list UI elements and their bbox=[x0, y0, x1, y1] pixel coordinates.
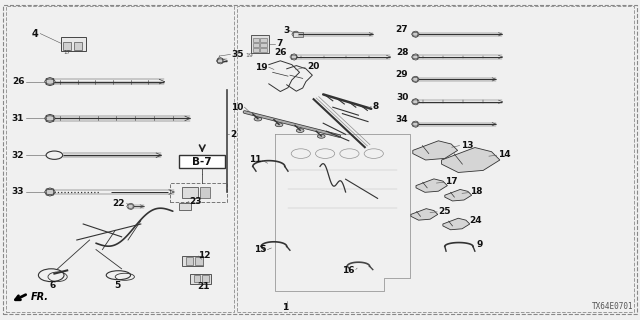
Polygon shape bbox=[46, 77, 54, 86]
Text: 14: 14 bbox=[498, 150, 511, 159]
Bar bbox=[251, 35, 269, 53]
Polygon shape bbox=[413, 54, 418, 60]
Bar bbox=[195, 257, 203, 265]
Polygon shape bbox=[416, 179, 447, 192]
Polygon shape bbox=[413, 141, 458, 160]
Text: 26: 26 bbox=[274, 48, 287, 57]
Text: 7: 7 bbox=[276, 39, 283, 48]
Polygon shape bbox=[128, 203, 133, 210]
Text: 22: 22 bbox=[112, 199, 125, 208]
Bar bbox=[170, 183, 227, 202]
Text: 8: 8 bbox=[372, 102, 379, 111]
Bar bbox=[182, 187, 198, 198]
Text: 35: 35 bbox=[232, 50, 244, 59]
Text: 32: 32 bbox=[12, 151, 24, 160]
Text: 6: 6 bbox=[49, 281, 56, 290]
Text: 27: 27 bbox=[396, 25, 408, 34]
Text: 23: 23 bbox=[189, 197, 202, 206]
Bar bbox=[260, 48, 267, 52]
Polygon shape bbox=[413, 76, 418, 83]
Polygon shape bbox=[445, 189, 472, 201]
Text: 25: 25 bbox=[438, 207, 451, 216]
Polygon shape bbox=[413, 99, 418, 105]
Text: 15: 15 bbox=[253, 245, 266, 254]
Text: B-7: B-7 bbox=[193, 156, 212, 167]
Text: 33: 33 bbox=[12, 188, 24, 196]
Text: 12: 12 bbox=[198, 252, 211, 260]
Text: 11: 11 bbox=[248, 156, 261, 164]
Bar bbox=[179, 203, 191, 210]
Text: 28: 28 bbox=[396, 48, 408, 57]
Bar bbox=[260, 43, 267, 47]
Circle shape bbox=[317, 134, 325, 138]
Text: 30: 30 bbox=[396, 93, 408, 102]
Text: 3: 3 bbox=[283, 26, 289, 35]
Text: 31: 31 bbox=[12, 114, 24, 123]
Bar bbox=[179, 155, 225, 168]
Text: 16: 16 bbox=[342, 266, 355, 275]
Polygon shape bbox=[46, 188, 54, 196]
Polygon shape bbox=[293, 31, 298, 37]
Text: 20: 20 bbox=[307, 62, 319, 71]
Text: 17: 17 bbox=[64, 51, 70, 55]
Bar bbox=[194, 275, 200, 282]
Polygon shape bbox=[411, 209, 438, 220]
Bar bbox=[253, 38, 259, 42]
Polygon shape bbox=[291, 54, 296, 60]
Text: 19: 19 bbox=[255, 63, 268, 72]
Polygon shape bbox=[442, 148, 500, 172]
Polygon shape bbox=[218, 58, 223, 64]
Text: 4: 4 bbox=[31, 28, 38, 39]
Bar bbox=[186, 257, 193, 265]
Text: 24: 24 bbox=[469, 216, 482, 225]
Text: 34: 34 bbox=[396, 115, 408, 124]
Text: 19: 19 bbox=[246, 52, 253, 58]
Circle shape bbox=[254, 117, 262, 121]
Text: TX64E0701: TX64E0701 bbox=[592, 302, 634, 311]
Bar bbox=[6, 6, 234, 312]
Text: 5: 5 bbox=[114, 281, 120, 290]
Bar bbox=[237, 6, 634, 312]
Text: 2: 2 bbox=[230, 130, 237, 139]
Bar bbox=[190, 274, 211, 284]
Text: 17: 17 bbox=[445, 177, 458, 186]
Polygon shape bbox=[413, 121, 418, 127]
Text: 13: 13 bbox=[461, 141, 474, 150]
Polygon shape bbox=[46, 114, 54, 123]
Text: 9: 9 bbox=[476, 240, 483, 249]
Polygon shape bbox=[443, 218, 470, 230]
Bar bbox=[63, 42, 71, 50]
Circle shape bbox=[275, 123, 283, 127]
Bar bbox=[200, 187, 210, 198]
Text: 18: 18 bbox=[470, 188, 483, 196]
Bar bbox=[260, 38, 267, 42]
Text: 1: 1 bbox=[282, 303, 288, 312]
Bar bbox=[253, 43, 259, 47]
Bar bbox=[61, 37, 86, 51]
Text: 10: 10 bbox=[231, 103, 243, 112]
Bar bbox=[182, 256, 203, 266]
Circle shape bbox=[296, 129, 304, 132]
Polygon shape bbox=[413, 31, 418, 37]
Bar bbox=[202, 275, 209, 282]
Text: 29: 29 bbox=[396, 70, 408, 79]
Bar bbox=[253, 48, 259, 52]
Text: 26: 26 bbox=[12, 77, 24, 86]
Bar bbox=[293, 32, 303, 37]
Bar bbox=[74, 42, 82, 50]
Text: FR.: FR. bbox=[31, 292, 49, 302]
Text: 21: 21 bbox=[197, 282, 210, 291]
